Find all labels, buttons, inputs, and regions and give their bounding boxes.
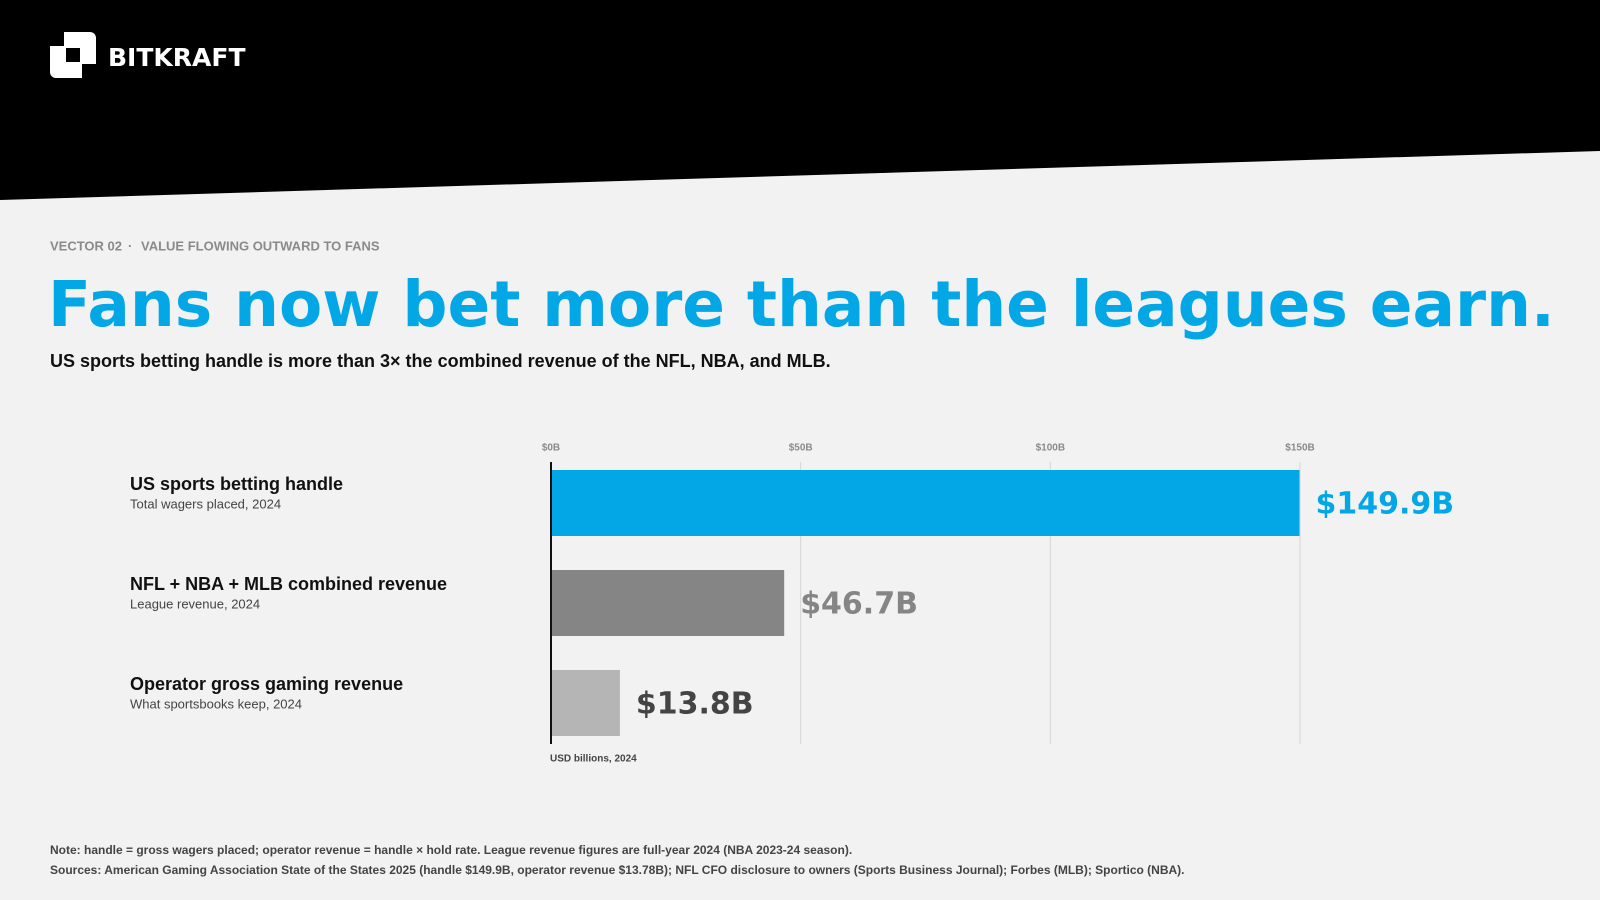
value-label: $46.7B — [800, 587, 918, 622]
logo — [50, 32, 96, 78]
x-axis-label: USD billions, 2024 — [550, 754, 637, 765]
title: Fans now bet more than the leagues earn. — [48, 268, 1555, 341]
x-tick-label: $0B — [542, 443, 560, 454]
x-tick-label: $50B — [789, 443, 813, 454]
eyebrow-topic: VALUE FLOWING OUTWARD TO FANS — [141, 238, 380, 253]
logo-cut — [66, 48, 80, 62]
logo-cut — [82, 64, 96, 78]
eyebrow-separator: · — [128, 238, 132, 253]
category-subtitle: League revenue, 2024 — [130, 596, 260, 611]
eyebrow-section: VECTOR 02 — [50, 238, 122, 253]
sources: Sources: American Gaming Association Sta… — [50, 863, 1184, 877]
subtitle: US sports betting handle is more than 3×… — [50, 351, 831, 371]
brand: BITKRAFT — [108, 43, 246, 72]
bar — [551, 570, 785, 636]
category-subtitle: What sportsbooks keep, 2024 — [130, 696, 302, 711]
bar — [551, 670, 620, 736]
value-label: $13.8B — [636, 687, 754, 722]
x-tick-label: $150B — [1285, 443, 1314, 454]
x-tick-label: $100B — [1036, 443, 1065, 454]
category-label: US sports betting handle — [130, 474, 343, 494]
logo-cut — [50, 32, 64, 46]
category-label: Operator gross gaming revenue — [130, 674, 403, 694]
header-band — [0, 0, 1600, 200]
chart: $0B $50B $100B $150B US sports betting handl… — [130, 443, 1454, 765]
bar — [551, 470, 1300, 536]
category-subtitle: Total wagers placed, 2024 — [130, 496, 281, 511]
value-label: $149.9B — [1316, 487, 1455, 522]
category-label: NFL + NBA + MLB combined revenue — [130, 574, 447, 594]
note: Note: handle = gross wagers placed; oper… — [50, 843, 852, 857]
